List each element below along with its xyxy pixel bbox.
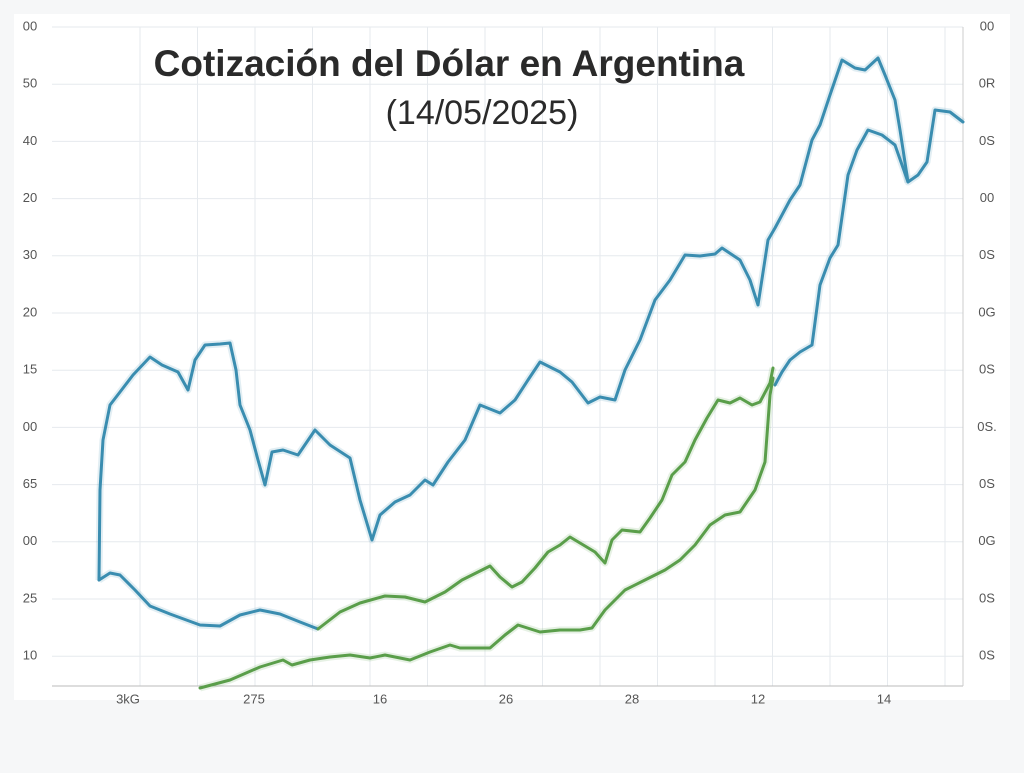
- y-tick-label: 20: [23, 304, 37, 319]
- y-tick-label: 10: [23, 648, 37, 663]
- y-tick-label: 30: [23, 247, 37, 262]
- chart-subtitle: (14/05/2025): [386, 94, 579, 132]
- y2-tick-label: 0S.: [977, 419, 997, 434]
- x-tick-label: 12: [751, 691, 765, 706]
- data-line: [773, 128, 910, 387]
- y-tick-label: 00: [23, 419, 37, 434]
- y2-tick-label: 0S: [979, 247, 995, 262]
- y2-tick-label: 0G: [978, 533, 995, 548]
- x-tick-label: 3kG: [116, 691, 140, 706]
- y2-tick-label: 0S: [979, 590, 995, 605]
- y2-tick-label: 00: [980, 18, 994, 33]
- x-tick-label: 16: [373, 691, 387, 706]
- y-tick-label: 00: [23, 533, 37, 548]
- y2-tick-label: 00: [980, 190, 994, 205]
- y-tick-label: 40: [23, 133, 37, 148]
- y2-tick-label: 0S: [979, 133, 995, 148]
- y2-tick-label: 0S: [979, 362, 995, 377]
- y-tick-label: 50: [23, 76, 37, 91]
- x-tick-label: 14: [877, 691, 891, 706]
- x-tick-label: 275: [243, 691, 265, 706]
- chart-title: Cotización del Dólar en Argentina: [154, 43, 745, 84]
- data-line: [316, 366, 775, 631]
- y2-tick-label: 0S: [979, 648, 995, 663]
- y-tick-label: 15: [23, 362, 37, 377]
- data-line: [97, 571, 320, 631]
- y-tick-label: 20: [23, 190, 37, 205]
- y-tick-label: 65: [23, 476, 37, 491]
- y-tick-label: 25: [23, 590, 37, 605]
- y2-tick-label: 0S: [979, 476, 995, 491]
- y2-tick-label: 0R: [979, 76, 996, 91]
- x-tick-label: 28: [625, 691, 639, 706]
- data-line: [97, 56, 965, 582]
- y2-tick-label: 0G: [978, 304, 995, 319]
- y-tick-label: 00: [23, 18, 37, 33]
- data-line: [198, 376, 775, 690]
- x-tick-label: 26: [499, 691, 513, 706]
